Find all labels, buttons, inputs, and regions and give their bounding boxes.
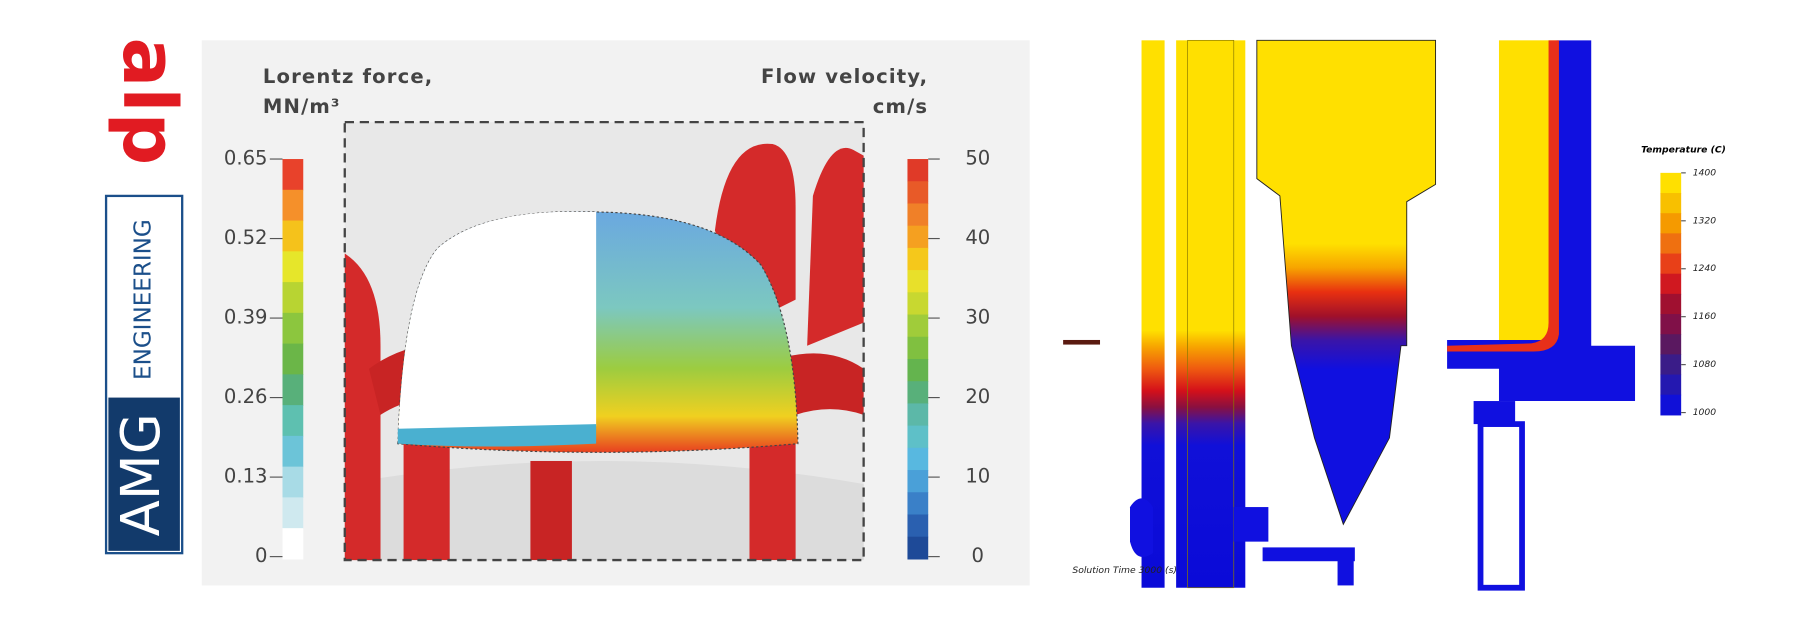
color-band: [1660, 213, 1682, 234]
tick-label: 1320: [1693, 215, 1717, 226]
tick-label: 0.52: [224, 226, 268, 249]
legend-title: Temperature (C): [1641, 144, 1726, 155]
color-band: [1660, 354, 1682, 376]
color-band: [907, 314, 929, 338]
color-band: [907, 514, 929, 538]
color-band: [282, 374, 304, 406]
tick-label: 50: [965, 147, 990, 170]
tick-label: 0.65: [224, 147, 268, 170]
tick-label: 1400: [1693, 167, 1717, 178]
color-band: [907, 270, 929, 293]
color-band: [282, 251, 304, 283]
color-band: [1660, 172, 1682, 194]
tick-label: 1160: [1693, 311, 1717, 322]
color-band: [282, 189, 304, 222]
dashed-frame: [343, 121, 865, 562]
color-band: [282, 497, 304, 529]
color-band: [282, 343, 304, 375]
amg-block: [108, 397, 180, 551]
color-band: [907, 292, 929, 316]
temperature-colorbar: 1400 1320 1240 1160 1080 1000: [1660, 167, 1716, 418]
tick-label: 0.13: [224, 465, 268, 488]
color-band: [907, 225, 929, 249]
velocity-colorbar: 50 40 30 20 10 0: [907, 147, 990, 567]
color-band: [1660, 233, 1682, 255]
color-band: [1660, 193, 1682, 214]
color-band: [907, 247, 929, 271]
color-band: [282, 466, 304, 498]
velocity-unit: cm/s: [873, 95, 928, 118]
color-band: [282, 405, 304, 437]
tick-label: 0: [972, 544, 984, 567]
color-band: [1660, 293, 1682, 315]
tick-label: 0.26: [224, 385, 268, 408]
velocity-title: Flow velocity,: [761, 65, 928, 88]
engineering-text: ENGINEERING: [131, 219, 157, 380]
tick-label: 20: [965, 385, 990, 408]
color-band: [282, 312, 304, 345]
color-band: [907, 403, 929, 427]
lorentz-unit: MN/m³: [263, 95, 341, 118]
color-band: [282, 159, 304, 191]
color-band: [907, 425, 929, 449]
color-band: [907, 447, 929, 471]
color-band: [1660, 314, 1682, 335]
lorentz-colorbar: 0.65 0.52 0.39 0.26 0.13 0: [224, 147, 304, 567]
color-band: [1660, 273, 1682, 295]
tick-label: 0.39: [224, 306, 268, 329]
tick-label: 30: [965, 306, 990, 329]
color-band: [907, 159, 929, 182]
color-band: [282, 282, 304, 314]
lorentz-title: Lorentz force,: [263, 65, 434, 88]
tick-label: 0: [255, 544, 267, 567]
color-band: [907, 470, 929, 493]
tick-label: 1080: [1693, 359, 1717, 370]
color-band: [1660, 253, 1682, 275]
color-band: [907, 381, 929, 404]
furnace-scene: [1063, 39, 1636, 591]
color-band: [282, 220, 304, 252]
color-band: [907, 492, 929, 516]
tick-label: 1000: [1693, 407, 1717, 418]
color-band: [907, 181, 929, 205]
tick-label: 40: [965, 226, 990, 249]
color-band: [1660, 374, 1682, 396]
solution-time: Solution Time 3000 (s): [1072, 565, 1177, 576]
tick-label: 1240: [1693, 263, 1717, 274]
color-band: [1660, 334, 1682, 355]
tick-label: 10: [965, 465, 990, 488]
alp-logo: alp: [106, 37, 191, 165]
color-band: [282, 528, 304, 560]
amg-text: AMG: [110, 413, 172, 536]
color-band: [907, 336, 929, 360]
simulation-scene: [344, 122, 864, 561]
color-band: [907, 358, 929, 382]
color-band: [907, 203, 929, 227]
color-band: [1660, 394, 1682, 416]
color-band: [282, 435, 304, 468]
color-band: [907, 536, 929, 560]
